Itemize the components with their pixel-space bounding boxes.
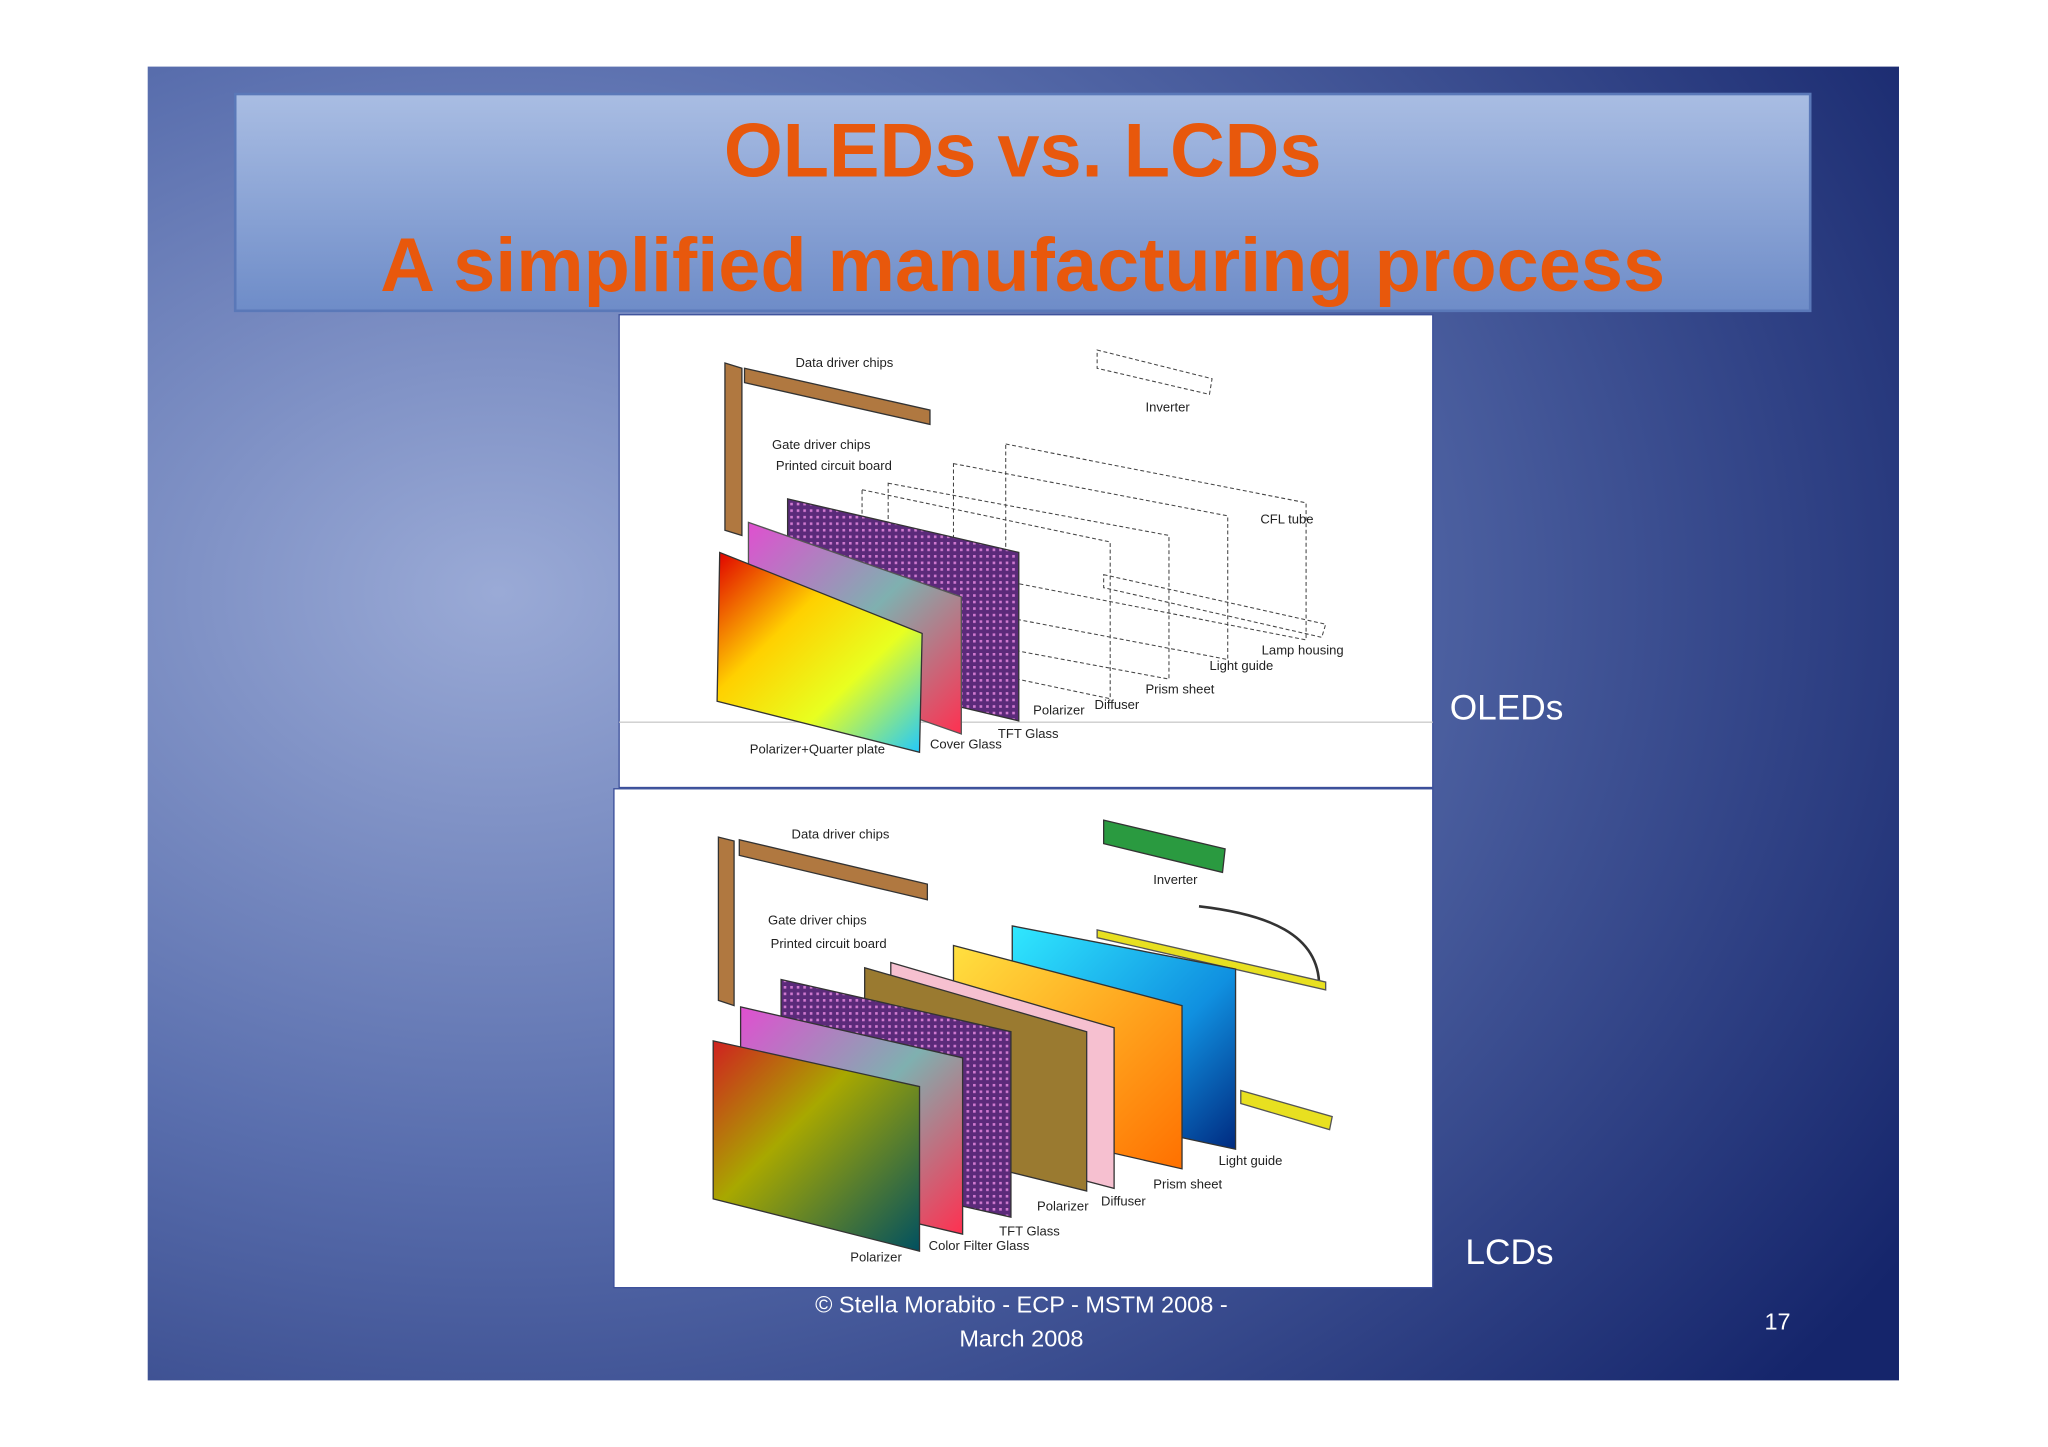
lamp-housing: [1240, 1089, 1333, 1131]
dashed-lamp: [1103, 573, 1327, 638]
figure-labels: Data driver chips Gate driver chips Printe…: [750, 355, 1344, 1265]
data-pcb: [743, 367, 931, 426]
footer-line: March 2008: [959, 1325, 1083, 1351]
title-line: A simplified manufacturing process: [380, 223, 1665, 308]
figure-caption: OLEDs: [1450, 689, 1564, 728]
part-label: Polarizer: [850, 1250, 902, 1265]
cfl-wire: [1198, 905, 1321, 986]
part-label: Prism sheet: [1145, 681, 1214, 696]
polarizer-front: [712, 1040, 921, 1252]
dashed-layer: [1005, 443, 1307, 641]
page-number: 17: [1764, 1308, 1790, 1334]
part-label: TFT Glass: [998, 726, 1059, 741]
inverter: [1103, 819, 1226, 874]
part-label: Inverter: [1145, 399, 1190, 414]
part-label: Diffuser: [1101, 1193, 1146, 1208]
part-label: Data driver chips: [792, 826, 890, 841]
title-box: [233, 92, 1812, 313]
part-label: Printed circuit board: [776, 458, 892, 473]
part-label: Prism sheet: [1153, 1176, 1222, 1191]
part-label: Lamp housing: [1262, 642, 1344, 657]
part-label: Polarizer: [1037, 1199, 1089, 1214]
part-label: Gate driver chips: [772, 437, 871, 452]
part-label: Gate driver chips: [768, 913, 867, 928]
part-label: TFT Glass: [999, 1223, 1060, 1238]
part-label: Inverter: [1153, 872, 1198, 887]
part-label: Color Filter Glass: [929, 1238, 1030, 1253]
part-label: Cover Glass: [930, 736, 1002, 751]
gate-pcb: [717, 836, 735, 1007]
part-label: Printed circuit board: [771, 936, 887, 951]
part-label: Polarizer: [1033, 702, 1085, 717]
title-line: OLEDs vs. LCDs: [724, 108, 1322, 193]
part-label: Light guide: [1219, 1153, 1283, 1168]
part-label: CFL tube: [1260, 512, 1313, 527]
part-label: Data driver chips: [795, 355, 893, 370]
data-pcb: [738, 838, 929, 901]
gate-pcb: [724, 362, 743, 537]
footer-line: © Stella Morabito - ECP - MSTM 2008 -: [815, 1291, 1228, 1317]
oled-figure: [618, 314, 1434, 789]
part-label: Light guide: [1209, 658, 1273, 673]
dashed-layer: [952, 462, 1229, 661]
figure-caption: LCDs: [1465, 1233, 1553, 1272]
dashed-inverter: [1096, 349, 1213, 396]
lcd-figure: [613, 788, 1434, 1289]
oled-panel: [716, 551, 923, 754]
dashed-layer: [887, 482, 1170, 680]
part-label: Polarizer+Quarter plate: [750, 742, 885, 757]
cfl-tube: [1096, 929, 1327, 991]
part-label: Diffuser: [1095, 697, 1140, 712]
